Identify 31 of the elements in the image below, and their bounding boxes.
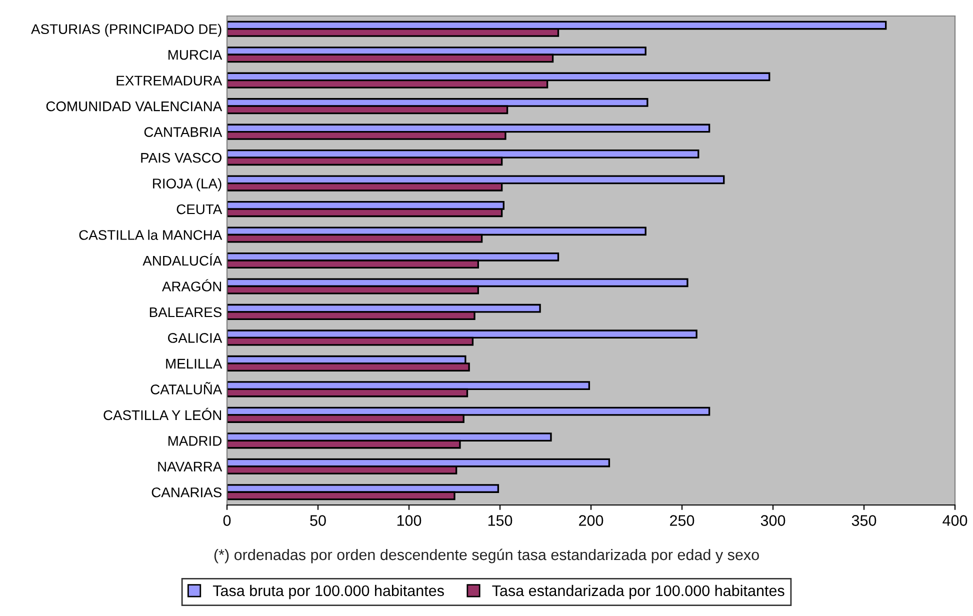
x-tick-label: 200 <box>579 515 604 526</box>
y-tick-label: CANARIAS <box>152 487 222 498</box>
x-tick-label: 50 <box>310 515 326 526</box>
x-tick-label: 350 <box>852 515 876 526</box>
y-tick-label: CASTILLA la MANCHA <box>79 230 222 240</box>
y-tick-label: ARAGÓN <box>162 279 222 292</box>
y-tick-label: MURCIA <box>168 50 222 60</box>
y-tick-label: CATALUÑA <box>150 382 222 394</box>
x-tick-label: 300 <box>760 515 786 526</box>
y-tick-label: ASTURIAS (PRINCIPADO DE) <box>31 24 222 37</box>
y-tick-label: RIOJA (LA) <box>153 178 222 192</box>
y-tick-label: CANTABRIA <box>144 127 222 137</box>
y-tick-label: MADRID <box>168 436 222 446</box>
legend-label: Tasa bruta por 100.000 habitantes <box>212 584 444 600</box>
y-tick-label: PAIS VASCO <box>141 152 222 163</box>
x-tick-label: 250 <box>670 515 694 526</box>
x-tick-label: 0 <box>223 515 231 526</box>
y-tick-label: CEUTA <box>176 204 222 214</box>
y-tick-label: CASTILLA Y LEÓN <box>104 408 222 420</box>
y-tick-label: GALICIA <box>168 333 222 343</box>
x-tick-label: 150 <box>488 515 512 526</box>
y-tick-label: COMUNIDAD VALENCIANA <box>46 101 222 112</box>
y-tick-label: EXTREMADURA <box>116 76 222 86</box>
y-tick-label: MELILLA <box>166 358 222 368</box>
x-tick-label: 400 <box>942 515 968 526</box>
y-tick-label: BALEARES <box>150 307 222 318</box>
x-tick-label: 100 <box>397 515 422 526</box>
y-tick-label: ANDALUCÍA <box>142 253 222 266</box>
legend-label: Tasa estandarizada por 100.000 habitantes <box>492 584 784 600</box>
text: (*) ordenadas por orden descendente según tasa estandarizada por edad y sexo <box>214 548 759 564</box>
y-tick-label: NAVARRA <box>158 462 222 472</box>
